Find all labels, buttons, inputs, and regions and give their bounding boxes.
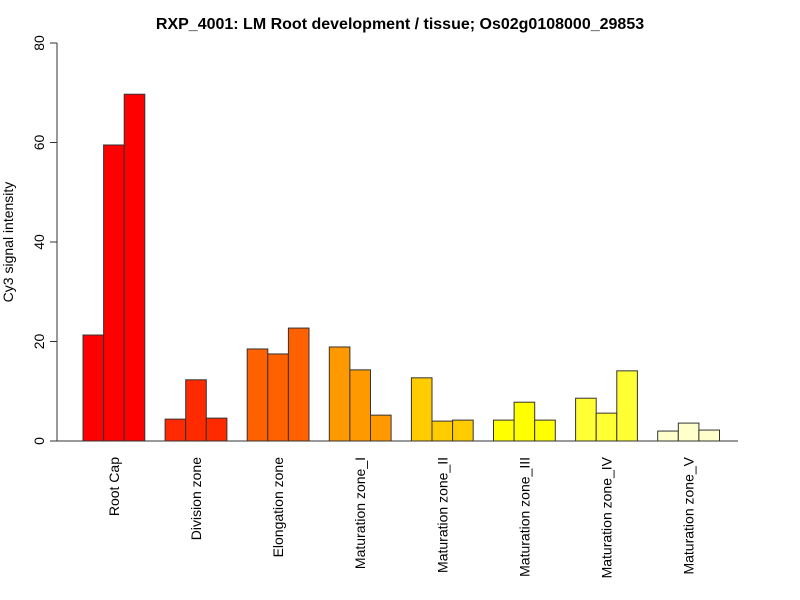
bar — [452, 419, 474, 442]
y-axis: 0 20 40 60 80 — [31, 35, 58, 445]
bar — [82, 334, 105, 442]
y-axis-label: Cy3 signal intensity — [0, 182, 16, 303]
bar — [103, 144, 125, 442]
bar — [349, 369, 371, 442]
x-tick-label: Elongation zone — [270, 457, 286, 558]
x-tick-label: Maturation zone_IV — [599, 456, 615, 578]
bar — [657, 430, 679, 442]
bar — [575, 397, 597, 442]
bar — [534, 419, 556, 442]
bar — [698, 429, 721, 442]
bar — [185, 379, 207, 442]
y-tick-label: 40 — [31, 234, 47, 250]
bar — [123, 93, 146, 442]
x-tick-label: Root Cap — [106, 457, 122, 516]
bar — [677, 422, 700, 442]
category-labels: Root Cap Division zone Elongation zone Matu… — [106, 456, 697, 578]
bar — [267, 353, 289, 442]
bar — [328, 346, 351, 442]
bar — [164, 418, 187, 442]
x-tick-label: Maturation zone_III — [516, 457, 532, 577]
x-tick-label: Maturation zone_I — [352, 457, 368, 569]
x-tick-label: Maturation zone_V — [681, 456, 697, 574]
y-tick-label: 20 — [31, 334, 47, 350]
bar — [246, 348, 269, 442]
y-tick-label: 80 — [31, 35, 47, 51]
bar — [287, 327, 310, 442]
bar — [410, 377, 433, 442]
bar — [205, 417, 228, 442]
bar — [595, 412, 618, 442]
x-tick-label: Maturation zone_II — [434, 457, 450, 573]
bar — [616, 370, 638, 442]
bars — [82, 93, 721, 442]
bar — [370, 414, 392, 442]
x-tick-label: Division zone — [188, 457, 204, 540]
bar — [431, 420, 454, 442]
y-tick-label: 0 — [31, 437, 47, 445]
bar — [513, 401, 536, 442]
bar — [493, 419, 515, 442]
chart-title: RXP_4001: LM Root development / tissue; … — [156, 16, 644, 33]
y-tick-label: 60 — [31, 135, 47, 151]
